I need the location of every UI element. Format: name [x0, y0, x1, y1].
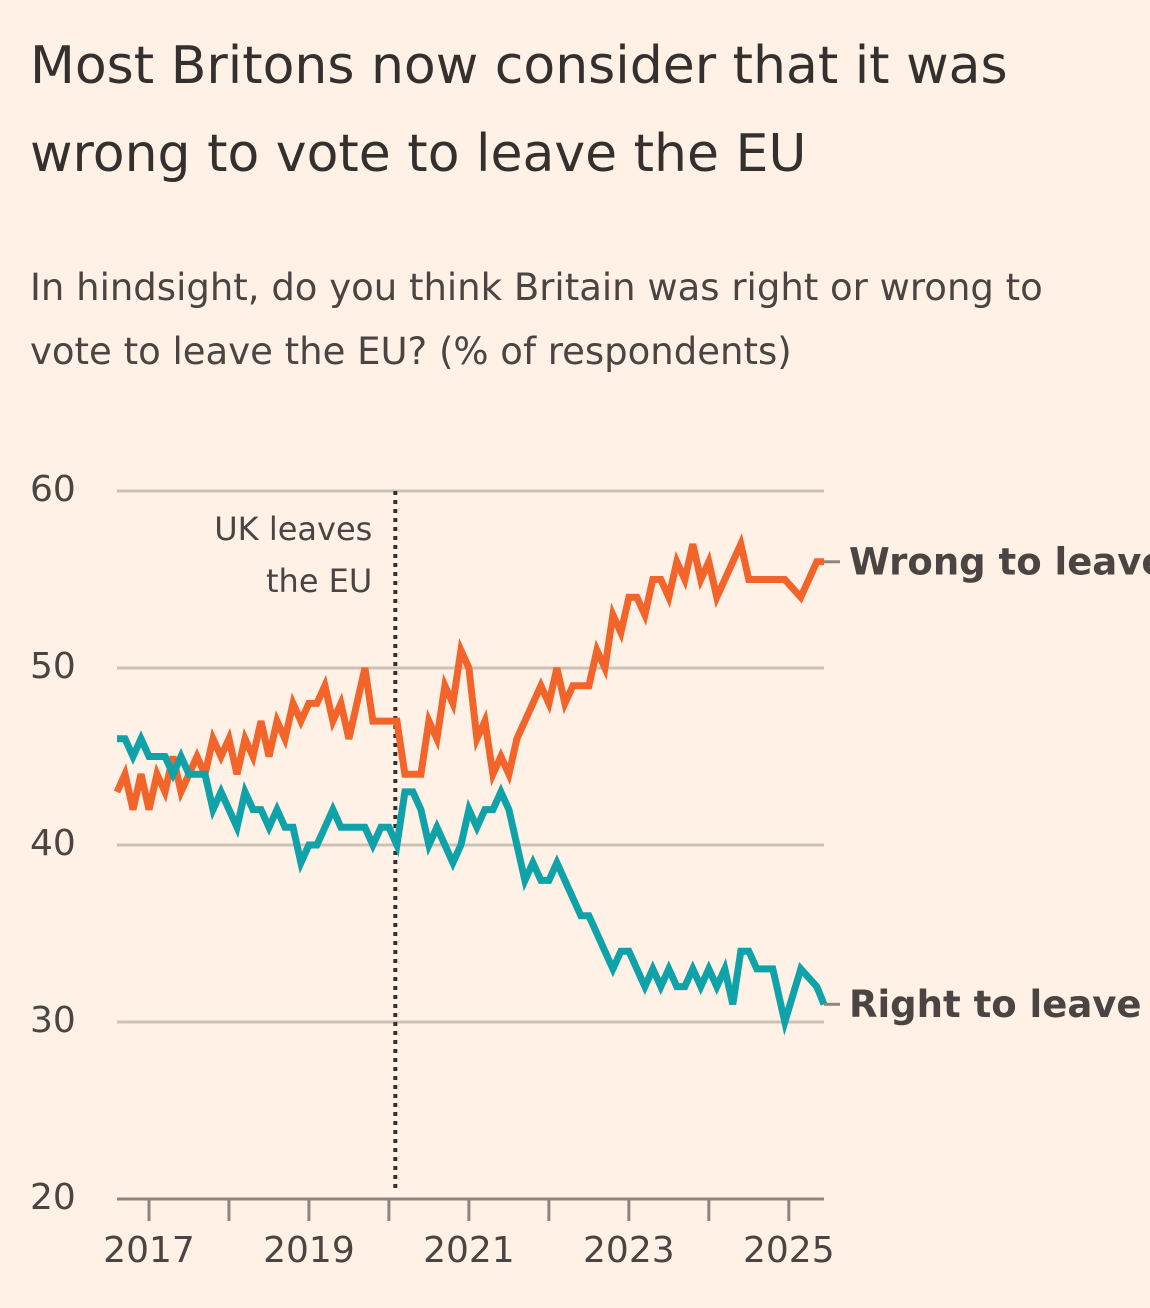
y-tick-label: 50 — [30, 646, 76, 687]
series-label: Right to leave — [849, 983, 1142, 1026]
x-tick-label: 2021 — [423, 1230, 515, 1271]
y-tick-label: 60 — [30, 469, 76, 510]
series-label: Wrong to leave — [849, 540, 1150, 583]
x-tick-label: 2019 — [263, 1230, 355, 1271]
x-tick-label: 2017 — [103, 1230, 195, 1271]
series-line — [117, 730, 828, 1036]
chart-title: Most Britons now consider that it was wr… — [30, 36, 1008, 184]
y-tick-label: 30 — [30, 1000, 76, 1041]
annotation-text: UK leaves — [214, 510, 372, 548]
y-tick-label: 20 — [30, 1177, 76, 1218]
annotation-text: the EU — [266, 562, 372, 600]
series-line — [113, 533, 824, 811]
y-tick-label: 40 — [30, 823, 76, 864]
x-tick-label: 2023 — [583, 1230, 675, 1271]
chart-subtitle: In hindsight, do you think Britain was r… — [30, 266, 1043, 373]
x-tick-label: 2025 — [743, 1230, 835, 1271]
